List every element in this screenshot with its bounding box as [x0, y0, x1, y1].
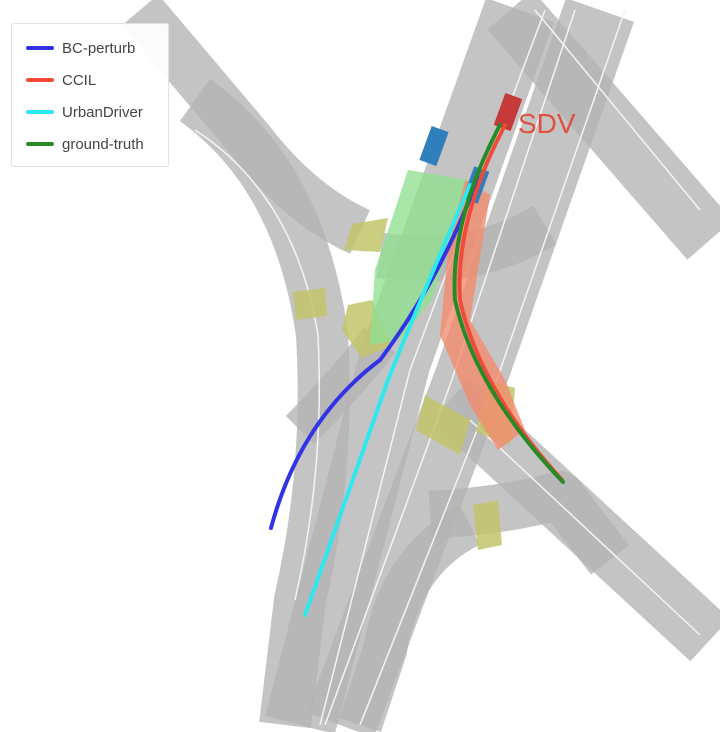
road-network [121, 0, 720, 732]
road-segment [339, 505, 481, 732]
other-vehicle [419, 126, 449, 166]
legend-label: CCIL [62, 71, 97, 89]
legend-swatch [26, 110, 54, 114]
road-segment [179, 78, 350, 729]
trajectory-urbandriver [303, 183, 472, 617]
crosswalk [473, 500, 502, 550]
trajectory-bc-perturb [269, 176, 480, 530]
legend: BC-perturb CCIL UrbanDriver ground-truth [11, 23, 169, 167]
crosswalk [342, 300, 392, 358]
lane-line [534, 9, 701, 211]
trajectories [269, 123, 565, 617]
legend-swatch [26, 46, 54, 50]
legend-item-ccil: CCIL [26, 69, 96, 91]
legend-label: ground-truth [62, 135, 144, 153]
ego-corridor-green [370, 170, 468, 345]
lane-line [319, 9, 546, 726]
ego-vehicle [493, 92, 523, 132]
lane-line [194, 129, 321, 601]
legend-item-ground-truth: ground-truth [26, 133, 144, 155]
trajectory-ground-truth [452, 123, 565, 484]
crosswalk [344, 218, 388, 252]
lane-line [324, 9, 576, 726]
road-segment [487, 0, 720, 260]
legend-item-urbandriver: UrbanDriver [26, 101, 143, 123]
legend-label: BC-perturb [62, 39, 136, 57]
legend-swatch [26, 78, 54, 82]
legend-label: UrbanDriver [62, 103, 143, 121]
legend-swatch [26, 142, 54, 146]
crosswalk [416, 395, 470, 455]
crosswalk [293, 288, 327, 320]
lane-line [469, 419, 701, 636]
legend-item-bc-perturb: BC-perturb [26, 37, 135, 59]
trajectory-ccil [457, 123, 564, 482]
sdv-label: SDV [518, 108, 576, 139]
